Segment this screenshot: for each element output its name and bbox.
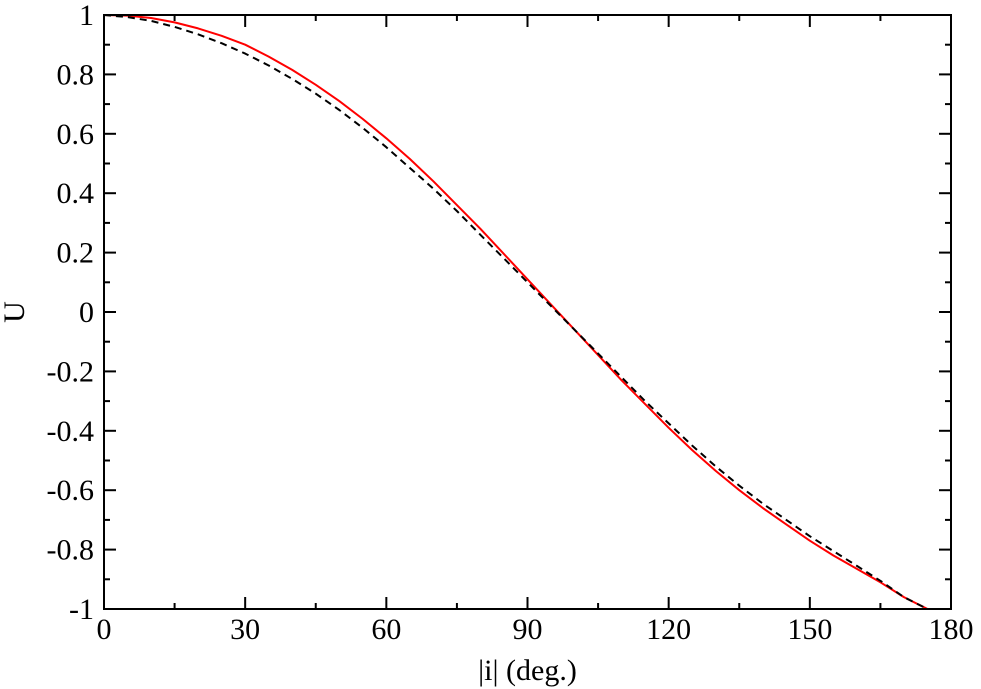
y-tick-label: 0.8 <box>57 58 95 91</box>
series-layer <box>103 14 928 610</box>
y-tick-label: 0.2 <box>57 237 95 270</box>
x-axis-label: |i| (deg.) <box>478 654 577 687</box>
y-axis-label: U <box>0 301 31 323</box>
y-tick-label: -0.6 <box>47 474 95 507</box>
y-tick-label: 0 <box>79 296 94 329</box>
x-tick-label: 0 <box>97 613 112 646</box>
series-line-2 <box>103 14 928 610</box>
plot-frame <box>103 14 952 610</box>
y-tick-label: -0.2 <box>47 355 95 388</box>
y-tick-label: 0.6 <box>57 118 95 151</box>
y-tick-label: 0.4 <box>57 177 95 210</box>
series-line-1 <box>103 14 928 610</box>
y-tick-label: -0.4 <box>47 415 95 448</box>
x-tick-label: 60 <box>371 613 401 646</box>
ticks-layer <box>103 14 952 610</box>
y-tick-label: -1 <box>69 593 94 626</box>
x-tick-label: 180 <box>929 613 974 646</box>
x-tick-label: 90 <box>513 613 543 646</box>
x-tick-label: 120 <box>646 613 691 646</box>
y-tick-label: -0.8 <box>47 534 95 567</box>
x-tick-label: 150 <box>787 613 832 646</box>
y-tick-label: 1 <box>79 0 94 32</box>
x-tick-label: 30 <box>230 613 260 646</box>
tick-labels-layer: 0 30 60 90 120 150 180 -1 -0.8 -0.6 -0.4 -0.2 0 0.2 0.… <box>47 0 974 646</box>
